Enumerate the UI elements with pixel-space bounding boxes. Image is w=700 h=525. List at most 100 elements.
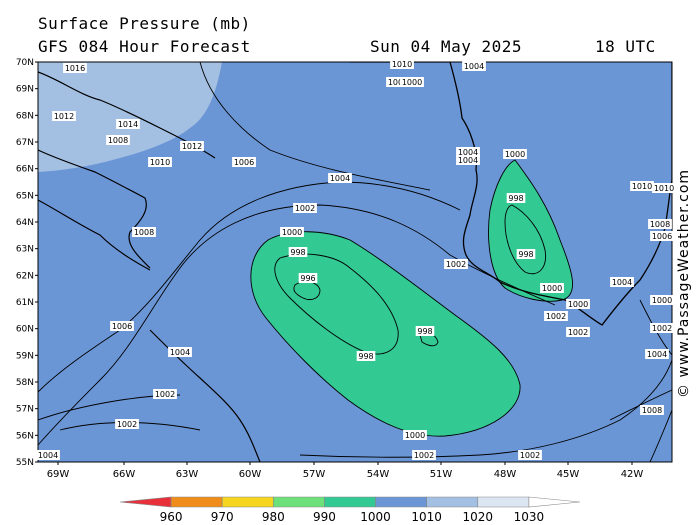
colorbar-segment bbox=[477, 496, 530, 508]
contour-label: 1006 bbox=[110, 321, 134, 331]
contour-label: 998 bbox=[506, 193, 526, 203]
colorbar-segment bbox=[170, 496, 223, 508]
lat-tick-label: 56N bbox=[16, 431, 34, 441]
svg-text:1010: 1010 bbox=[392, 60, 412, 69]
field-1010-1020 bbox=[38, 62, 222, 172]
contour-label: 1000 bbox=[566, 299, 590, 309]
svg-text:1010: 1010 bbox=[654, 184, 674, 193]
colorbar-segment bbox=[324, 496, 376, 508]
contour-label: 1002 bbox=[518, 450, 542, 460]
contour-label: 1002 bbox=[650, 323, 674, 333]
svg-text:1002: 1002 bbox=[568, 328, 588, 337]
contour-label: 998 bbox=[356, 351, 376, 361]
lon-tick-label: 48W bbox=[494, 469, 517, 480]
svg-text:1002: 1002 bbox=[155, 390, 175, 399]
map-title: Surface Pressure (mb) bbox=[38, 14, 251, 33]
contour-label: 1004 bbox=[386, 77, 410, 87]
contour-label: 1006 bbox=[650, 231, 674, 241]
colorbar-tick-label: 960 bbox=[160, 510, 183, 524]
colorbar-segment bbox=[528, 496, 581, 508]
contour-label: 1010 bbox=[630, 181, 654, 191]
svg-text:1002: 1002 bbox=[546, 312, 566, 321]
colorbar-tick-label: 980 bbox=[262, 510, 285, 524]
svg-text:1008: 1008 bbox=[134, 228, 154, 237]
contour-label: 1004 bbox=[462, 61, 486, 71]
colorbar-tick-label: 1020 bbox=[463, 510, 494, 524]
lon-tick-label: 69W bbox=[47, 469, 70, 480]
contour-label: 1008 bbox=[648, 219, 672, 229]
forecast-date: Sun 04 May 2025 bbox=[370, 37, 522, 56]
contour-label: 1010 bbox=[652, 183, 676, 193]
contour-label: 1010 bbox=[390, 59, 414, 69]
lon-tick-label: 45W bbox=[557, 469, 580, 480]
svg-text:998: 998 bbox=[518, 250, 533, 259]
svg-text:1000: 1000 bbox=[568, 300, 588, 309]
svg-text:1002: 1002 bbox=[414, 451, 434, 460]
colorbar-segment bbox=[426, 496, 479, 508]
contour-label: 1000 bbox=[400, 77, 424, 87]
lat-tick-label: 70N bbox=[16, 58, 34, 68]
svg-text:1000: 1000 bbox=[542, 284, 562, 293]
svg-text:998: 998 bbox=[290, 248, 305, 257]
svg-text:1014: 1014 bbox=[118, 120, 138, 129]
svg-text:1016: 1016 bbox=[65, 64, 85, 73]
contour-label: 1002 bbox=[566, 327, 590, 337]
svg-text:1012: 1012 bbox=[54, 112, 74, 121]
lat-tick-label: 69N bbox=[16, 85, 34, 95]
field-990-1000-main bbox=[250, 231, 521, 437]
contour-label: 1012 bbox=[52, 111, 76, 121]
contour-label: 998 bbox=[516, 249, 536, 259]
contour-label: 1004 bbox=[456, 155, 480, 165]
colorbar-segment bbox=[375, 496, 427, 508]
contour-label: 996 bbox=[298, 273, 318, 283]
contour-label: 1002 bbox=[544, 311, 568, 321]
lon-tick-label: 54W bbox=[367, 469, 390, 480]
colorbar-tick-label: 970 bbox=[211, 510, 234, 524]
contour-label: 1004 bbox=[328, 173, 352, 183]
colorbar-tick-label: 990 bbox=[313, 510, 336, 524]
pressure-colorbar: 960 970 980 990 1000 1010 1020 1030 bbox=[119, 496, 581, 524]
svg-text:1002: 1002 bbox=[520, 451, 540, 460]
lat-tick-label: 65N bbox=[16, 191, 34, 201]
lon-tick-label: 42W bbox=[621, 469, 644, 480]
svg-text:1002: 1002 bbox=[652, 324, 672, 333]
lon-tick-label: 63W bbox=[176, 469, 199, 480]
model-label: GFS 084 Hour Forecast bbox=[38, 37, 251, 56]
svg-text:998: 998 bbox=[508, 194, 523, 203]
lat-tick-label: 55N bbox=[16, 458, 34, 468]
svg-text:1004: 1004 bbox=[612, 278, 632, 287]
credit-text: © www.PassageWeather.com bbox=[676, 168, 692, 398]
svg-text:1002: 1002 bbox=[446, 260, 466, 269]
contour-label: 1002 bbox=[293, 203, 317, 213]
svg-text:1008: 1008 bbox=[642, 406, 662, 415]
colorbar-tick-label: 1010 bbox=[411, 510, 442, 524]
svg-text:1010: 1010 bbox=[150, 158, 170, 167]
svg-text:1004: 1004 bbox=[38, 451, 58, 460]
contour-label: 1004 bbox=[456, 147, 480, 157]
colorbar-tick-label: 1000 bbox=[360, 510, 391, 524]
lat-tick-label: 63N bbox=[16, 245, 34, 255]
svg-text:996: 996 bbox=[300, 274, 315, 283]
contour-label: 1008 bbox=[106, 135, 130, 145]
lon-tick-label: 51W bbox=[430, 469, 453, 480]
lat-tick-label: 59N bbox=[16, 351, 34, 361]
contour-label: 1002 bbox=[444, 259, 468, 269]
lon-tick-label: 66W bbox=[113, 469, 136, 480]
svg-text:1004: 1004 bbox=[330, 174, 350, 183]
contour-label: 1000 bbox=[503, 149, 527, 159]
contour-label: 1006 bbox=[232, 157, 256, 167]
colorbar-segment bbox=[221, 496, 274, 508]
svg-text:998: 998 bbox=[358, 352, 373, 361]
svg-text:1000: 1000 bbox=[505, 150, 525, 159]
contour-label: 1012 bbox=[180, 141, 204, 151]
svg-text:1000: 1000 bbox=[405, 431, 425, 440]
colorbar-segment bbox=[273, 496, 325, 508]
contour-label: 1010 bbox=[148, 157, 172, 167]
svg-text:1006: 1006 bbox=[112, 322, 132, 331]
svg-text:1008: 1008 bbox=[650, 220, 670, 229]
contour-label: 1016 bbox=[63, 63, 87, 73]
svg-text:1006: 1006 bbox=[234, 158, 254, 167]
svg-text:1006: 1006 bbox=[652, 232, 672, 241]
svg-text:1002: 1002 bbox=[295, 204, 315, 213]
